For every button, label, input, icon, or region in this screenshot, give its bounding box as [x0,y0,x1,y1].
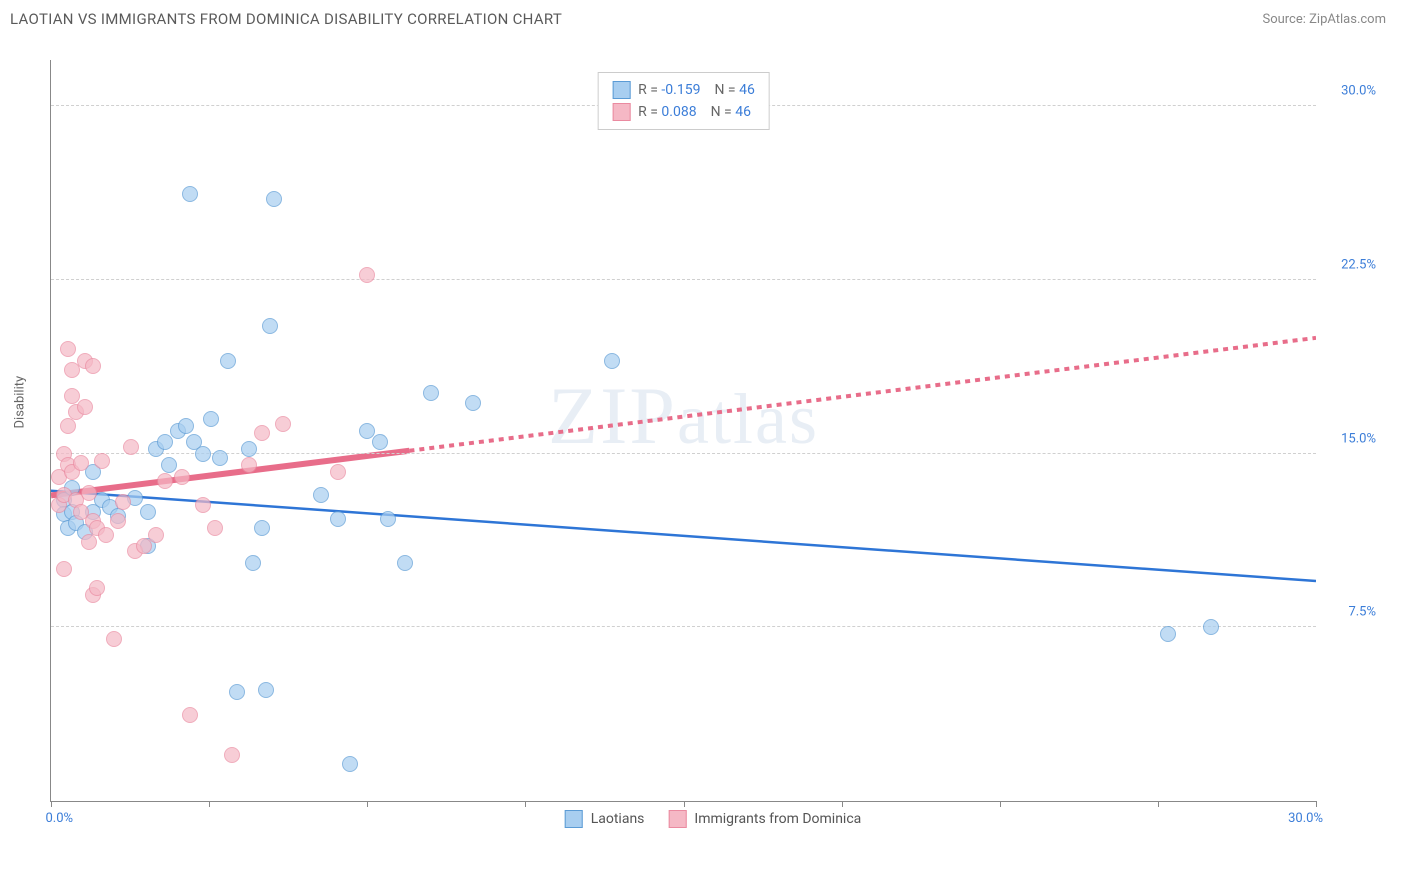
data-point [330,511,346,527]
data-point [1160,626,1176,642]
legend-swatch [668,810,686,828]
data-point [359,267,375,283]
y-tick-label: 22.5% [1341,257,1376,272]
data-point [245,555,261,571]
chart-header: LAOTIAN VS IMMIGRANTS FROM DOMINICA DISA… [0,0,1406,38]
data-point [148,527,164,543]
legend-label: Laotians [591,811,645,827]
data-point [212,450,228,466]
x-tick [842,801,843,807]
data-point [89,580,105,596]
data-point [77,399,93,415]
chart-container: Disability ZIPatlas R = -0.159N = 46R = … [40,50,1386,832]
gridline-horizontal [51,279,1316,280]
data-point [195,446,211,462]
data-point [604,353,620,369]
legend-swatch [612,103,630,121]
legend-label: Immigrants from Dominica [694,811,861,827]
x-tick [1316,801,1317,807]
data-point [73,455,89,471]
data-point [258,682,274,698]
legend-swatch [612,81,630,99]
data-point [254,425,270,441]
data-point [85,358,101,374]
data-point [182,186,198,202]
x-tick-label: 0.0% [45,811,73,826]
data-point [195,497,211,513]
x-tick [51,801,52,807]
correlation-legend: R = -0.159N = 46R = 0.088N = 46 [597,72,770,130]
data-point [203,411,219,427]
legend-item: Laotians [565,810,645,828]
data-point [224,747,240,763]
data-point [157,473,173,489]
data-point [465,395,481,411]
x-tick [1000,801,1001,807]
legend-item: Immigrants from Dominica [668,810,861,828]
data-point [140,504,156,520]
data-point [157,434,173,450]
data-point [330,464,346,480]
x-tick-label: 30.0% [1288,811,1323,826]
data-point [60,341,76,357]
legend-row: R = 0.088N = 46 [612,101,755,123]
data-point [110,513,126,529]
x-tick [209,801,210,807]
data-point [60,418,76,434]
y-tick-label: 15.0% [1341,431,1376,446]
y-axis-label: Disability [13,376,28,429]
data-point [182,707,198,723]
data-point [56,561,72,577]
data-point [94,453,110,469]
data-point [262,318,278,334]
data-point [342,756,358,772]
data-point [81,534,97,550]
data-point [1203,619,1219,635]
data-point [207,520,223,536]
gridline-horizontal [51,453,1316,454]
data-point [136,538,152,554]
y-tick-label: 30.0% [1341,84,1376,99]
data-point [241,441,257,457]
data-point [174,469,190,485]
y-tick-label: 7.5% [1348,605,1376,620]
series-legend: Laotians Immigrants from Dominica [565,810,862,828]
data-point [178,418,194,434]
data-point [220,353,236,369]
data-point [423,385,439,401]
data-point [241,457,257,473]
legend-row: R = -0.159N = 46 [612,79,755,101]
x-tick [684,801,685,807]
data-point [275,416,291,432]
data-point [98,527,114,543]
x-tick [367,801,368,807]
chart-title: LAOTIAN VS IMMIGRANTS FROM DOMINICA DISA… [10,10,562,28]
gridline-horizontal [51,626,1316,627]
data-point [380,511,396,527]
data-point [115,494,131,510]
data-point [229,684,245,700]
x-tick [525,801,526,807]
data-point [123,439,139,455]
data-point [106,631,122,647]
data-point [313,487,329,503]
plot-area: ZIPatlas R = -0.159N = 46R = 0.088N = 46… [50,60,1316,802]
data-point [254,520,270,536]
data-point [266,191,282,207]
x-tick [1158,801,1159,807]
data-point [81,485,97,501]
legend-swatch [565,810,583,828]
source-attribution: Source: ZipAtlas.com [1262,12,1386,27]
data-point [372,434,388,450]
data-point [397,555,413,571]
